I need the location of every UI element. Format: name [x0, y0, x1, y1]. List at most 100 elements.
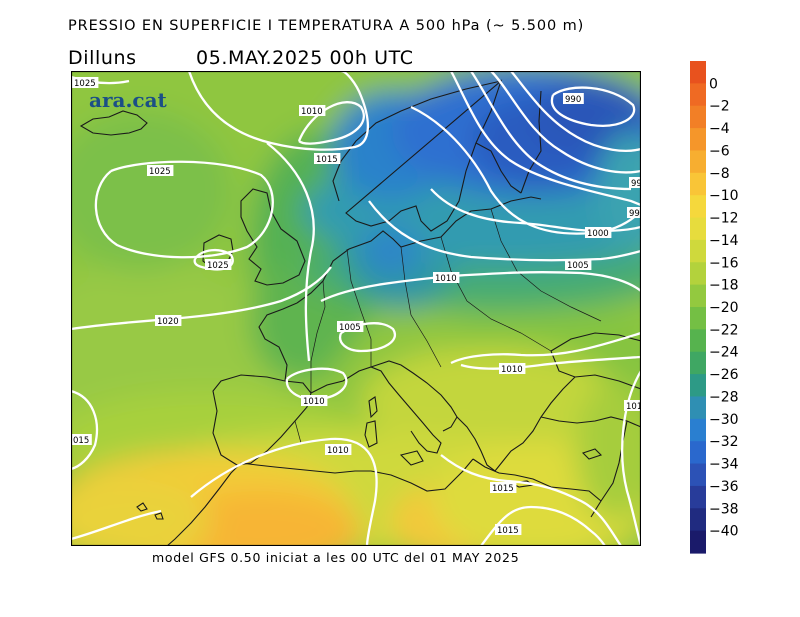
colorbar-swatch [690, 485, 706, 509]
coast-balkans [456, 376, 576, 472]
colorbar-tick-label: −24 [709, 345, 739, 361]
map-frame [71, 71, 641, 546]
colorbar-tick-label: −26 [709, 367, 739, 383]
isobar-label: 1005 [565, 259, 592, 271]
isobar-label: 1010 [499, 363, 526, 375]
chart-title: PRESSIO EN SUPERFICIE I TEMPERATURA A 50… [68, 18, 585, 34]
weather-map: 1025101010159909999102510251000100510101… [71, 71, 641, 546]
colorbar-swatch [690, 463, 706, 487]
colorbar-swatch [690, 418, 706, 442]
isobar-labels: 1025101010159909999102510251000100510101… [71, 77, 641, 536]
colorbar-swatch [690, 150, 706, 174]
coast-iceland [79, 110, 148, 136]
svg-text:101: 101 [626, 402, 641, 412]
colorbar-tick-label: −30 [709, 412, 739, 428]
svg-text:1015: 1015 [316, 155, 338, 165]
colorbar-swatch [690, 172, 706, 196]
colorbar-swatch [690, 83, 706, 107]
colorbar-swatch [690, 105, 706, 129]
svg-text:1010: 1010 [303, 397, 325, 407]
colorbar-tick-label: −2 [709, 99, 730, 115]
svg-text:1015: 1015 [497, 526, 519, 536]
svg-text:1010: 1010 [501, 365, 523, 375]
coast-biscay [258, 302, 298, 382]
coast-scandinavia [332, 79, 503, 232]
colorbar-tick-label: −18 [709, 278, 739, 294]
svg-text:015: 015 [73, 436, 89, 446]
coast-adriatic [370, 360, 458, 432]
isobar-label: 1025 [147, 165, 174, 177]
colorbar-tick-label: 0 [709, 76, 718, 92]
isobar-label: 1025 [205, 259, 232, 271]
isobar-label: 1025 [72, 77, 99, 89]
isobar-label: 015 [71, 434, 92, 446]
colorbar-tick-label: −38 [709, 501, 739, 517]
colorbar-swatch [690, 441, 706, 465]
isobar-label: 1010 [325, 444, 352, 456]
temperature-field [71, 71, 641, 546]
isobar-label: 1010 [301, 395, 328, 407]
temperature-colorbar: 0 −2 −4 −6 −8 −10 −12 −14 −16 −18 −20 −22 −24 −26 −28 −… [690, 61, 739, 554]
valid-datetime: 05.MAY.2025 00h UTC [196, 47, 414, 69]
svg-text:1025: 1025 [207, 261, 229, 271]
coast-ireland [202, 234, 234, 270]
colorbar-swatch [690, 61, 706, 84]
colorbar-tick-label: −20 [709, 300, 739, 316]
colorbar-tick-label: −10 [709, 188, 739, 204]
colorbar-swatch [690, 374, 706, 398]
coast-islands [364, 396, 378, 448]
colorbar-tick-label: −14 [709, 233, 739, 249]
model-run-footer: model GFS 0.50 iniciat a les 00 UTC del … [152, 550, 520, 565]
svg-text:1020: 1020 [157, 317, 179, 327]
coast-canaries [136, 502, 164, 520]
colorbar-tick-label: −8 [709, 166, 730, 182]
colorbar-tick-label: −12 [709, 211, 739, 227]
colorbar-tick-label: −16 [709, 255, 739, 271]
svg-text:99: 99 [629, 209, 640, 219]
colorbar-swatch [690, 239, 706, 263]
colorbar-tick-label: −6 [709, 143, 730, 159]
colorbar-swatch [690, 195, 706, 219]
isobar-label: 1015 [314, 153, 341, 165]
isobar-label: 99 [627, 207, 641, 219]
aracat-logo: ara.cat [89, 88, 168, 112]
isobar-label: 1010 [299, 105, 326, 117]
svg-text:1005: 1005 [339, 323, 361, 333]
isobar-lines [71, 71, 641, 546]
isobar-label: 1020 [155, 315, 182, 327]
coast-italy-west [310, 366, 442, 454]
colorbar-tick-label: −4 [709, 121, 730, 137]
isobar-label: 1015 [495, 524, 522, 536]
isobar-label: 1005 [337, 321, 364, 333]
svg-text:990: 990 [565, 95, 581, 105]
day-label: Dilluns [68, 47, 137, 69]
colorbar-swatch [690, 128, 706, 152]
coast-morocco [166, 462, 242, 546]
svg-text:1025: 1025 [149, 167, 171, 177]
isobar-label: 990 [563, 93, 584, 105]
svg-text:1010: 1010 [435, 274, 457, 284]
colorbar-tick-label: −22 [709, 322, 739, 338]
coast-finland [475, 90, 542, 194]
colorbar-swatch [690, 307, 706, 330]
colorbar-swatch [690, 396, 706, 420]
isobar-label: 1000 [585, 227, 612, 239]
coast-sicily [399, 450, 424, 466]
isobar-label: 1015 [490, 482, 517, 494]
isobar-label: 99 [629, 177, 641, 189]
isobar-label: 1010 [433, 272, 460, 284]
colorbar-swatch [690, 508, 706, 532]
isobar-label: 101 [624, 400, 641, 412]
colorbar-tick-label: −36 [709, 479, 739, 495]
svg-text:99: 99 [631, 179, 641, 189]
svg-text:1010: 1010 [327, 446, 349, 456]
colorbar-tick-label: −32 [709, 434, 739, 450]
colorbar-swatch [690, 217, 706, 241]
svg-text:1015: 1015 [492, 484, 514, 494]
colorbar-swatch [690, 262, 706, 286]
svg-text:1000: 1000 [587, 229, 609, 239]
colorbar-tick-label: −34 [709, 457, 739, 473]
colorbar-tick-label: −28 [709, 389, 739, 405]
svg-text:1005: 1005 [567, 261, 589, 271]
coast-north-africa [240, 458, 602, 502]
